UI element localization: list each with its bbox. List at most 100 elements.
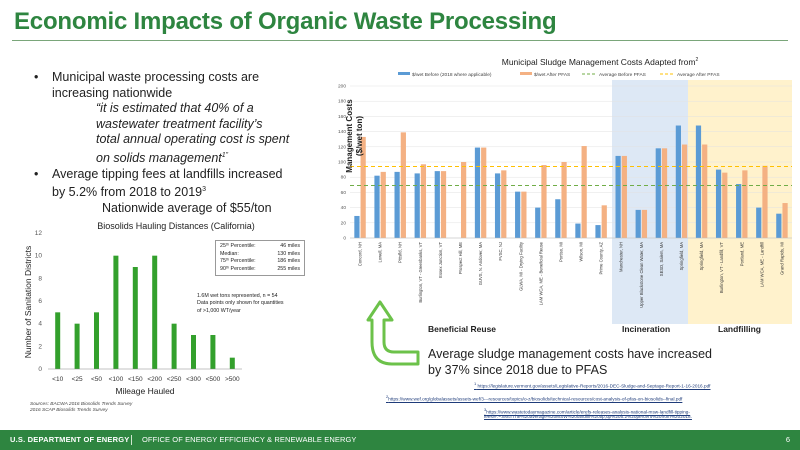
haul-y-tick: 6 (38, 298, 42, 305)
haul-bar (229, 357, 235, 369)
sludge-x-label: Pittsfld, NH (398, 242, 403, 263)
sludge-x-label: Essex Junction, VT (438, 242, 443, 278)
slide-title: Economic Impacts of Organic Waste Proces… (14, 8, 557, 35)
bar-before (434, 171, 440, 238)
haul-y-tick: 12 (35, 230, 43, 237)
footnote-3-num: 3 (484, 407, 487, 412)
sludge-y-tick: 80 (341, 175, 347, 181)
bullet-2-footnote-ref: 3 (202, 186, 207, 194)
sludge-x-label: Concord, NH (358, 242, 363, 266)
footnote-2-num: 2 (386, 394, 389, 399)
bar-before (635, 209, 641, 238)
sludge-chart-title-text: Municipal Sludge Management Costs Adapte… (501, 57, 696, 67)
haul-bar (132, 267, 138, 369)
haul-x-label: <25 (72, 376, 83, 383)
group-label-landfilling: Landfilling (718, 324, 761, 334)
haul-bar (74, 323, 80, 369)
haul-x-label: <10 (52, 376, 63, 383)
footnote-1-text: https://legislature.vermont.gov/assets/L… (477, 383, 711, 389)
bar-after (380, 171, 386, 238)
sludge-x-label: Lowell, MA (378, 242, 383, 263)
bar-after (702, 144, 708, 238)
quote-line-2: wastewater treatment facility’s (96, 116, 263, 131)
percentile-label: 75ᵗʰ Percentile: (220, 258, 256, 265)
haul-x-label: <300 (186, 376, 201, 383)
bar-after (601, 205, 607, 238)
footnote-3-link[interactable]: 3https://www.wastetodaymagazine.com/arti… (484, 407, 690, 416)
sludge-x-label: Portiso, MI (558, 242, 563, 262)
curved-arrow-icon (366, 300, 420, 366)
group-label-incineration: Incineration (622, 324, 671, 334)
bullet-1: • Municipal waste processing costs are i… (28, 70, 318, 101)
bar-before (394, 171, 400, 238)
bar-before (494, 173, 501, 238)
haul-x-labels: <10 <25 <50 <100 <150 <200 <250 <300 <500 >500 (52, 376, 240, 383)
bullet-1-line-2: increasing nationwide (52, 85, 173, 100)
haul-y-axis-label: Number of Sanitation Districts (23, 246, 33, 358)
haul-bar (152, 255, 158, 369)
percentile-value: 46 miles (280, 243, 300, 249)
quote-line-1: “it is estimated that 40% of a (96, 101, 254, 116)
footer-separator (131, 435, 132, 445)
title-divider (12, 40, 788, 41)
footnote-3-link-cont[interactable]: fees/#:~:text=The%20average%20MSW%20land… (484, 414, 692, 420)
footer-doe: U.S. DEPARTMENT OF ENERGY (10, 435, 130, 444)
bar-after (501, 170, 507, 238)
percentile-table: 25ᵗʰ Percentile: 46 miles Median: 130 miles… (215, 240, 305, 277)
sludge-bars (354, 125, 788, 238)
bar-before (595, 225, 601, 238)
haul-x-label: <50 (91, 376, 102, 383)
bar-after (440, 171, 447, 238)
bullet-dot: • (34, 70, 39, 84)
sludge-y-tick: 100 (338, 160, 346, 166)
haul-x-axis-label: Mileage Hauled (115, 386, 174, 396)
bar-before (615, 155, 621, 238)
percentile-value: 130 miles (277, 250, 300, 257)
haul-y-tick: 0 (38, 366, 42, 373)
footnote-1-num: 1 (474, 381, 477, 386)
sludge-y-tick: 140 (338, 129, 346, 135)
bullet-2: • Average tipping fees at landfills incr… (28, 167, 318, 217)
group-label-beneficial: Beneficial Reuse (428, 324, 497, 334)
percentile-label: 90ᵗʰ Percentile: (220, 265, 256, 272)
percentile-label: 25ᵗʰ Percentile: (220, 243, 256, 249)
bar-after (360, 136, 366, 238)
sludge-x-label: Manchester, NH (619, 242, 624, 272)
percentile-row: Median: 130 miles (220, 251, 300, 259)
wet-tons-line: of >1,000 WT/year (197, 307, 241, 314)
footnote-1-link[interactable]: 1 https://legislature.vermont.gov/assets… (474, 381, 711, 390)
cost-increase-line-2: by 37% since 2018 due to PFAS (428, 363, 608, 377)
bar-before (535, 207, 541, 238)
sludge-x-label: LAM WCA, ME - Beneficial Reuse (538, 241, 543, 305)
sludge-x-label: Portland, ME (739, 242, 744, 266)
legend-after-label: $/wet After PFAS (534, 72, 570, 78)
bar-before (695, 125, 702, 238)
bullet-2-line-3: Nationwide average of $55/ton (102, 201, 272, 216)
footnote-2-link[interactable]: 2https://www.wef.org/globalassets/assets… (386, 394, 682, 403)
page-number: 6 (785, 435, 790, 444)
percentile-value: 255 miles (277, 265, 300, 272)
bar-before (756, 207, 762, 238)
sludge-y-ticks: 0 20 40 60 80 100 120 140 160 180 200 (338, 84, 346, 242)
footnote-2-text: https://www.wef.org/globalassets/assets-… (388, 396, 683, 402)
legend-before-swatch (398, 72, 410, 75)
bar-after (461, 162, 467, 238)
quote-line-3: total annual operating cost is spent (96, 132, 290, 147)
sludge-x-label: Springfield, MA (699, 242, 704, 271)
bar-after (682, 144, 688, 238)
haul-x-label: <250 (167, 376, 182, 383)
legend-avg-before-label: Average Before PFAS (599, 72, 646, 78)
bar-before (776, 213, 782, 238)
haul-bar (171, 323, 177, 369)
legend-before-label: $/wet Before (2018 where applicable) (412, 72, 492, 78)
bullet-list: • Municipal waste processing costs are i… (28, 70, 318, 217)
haul-x-label: <100 (109, 376, 124, 383)
bar-before (374, 175, 380, 238)
haul-bar (113, 255, 119, 369)
source-line: 2016 SCAP Biosolids Trends Survey (30, 408, 108, 414)
percentile-row: 90ᵗʰ Percentile: 255 miles (220, 266, 300, 274)
cost-increase-note: Average sludge management costs have inc… (428, 346, 788, 378)
sludge-y-tick: 160 (338, 114, 346, 120)
